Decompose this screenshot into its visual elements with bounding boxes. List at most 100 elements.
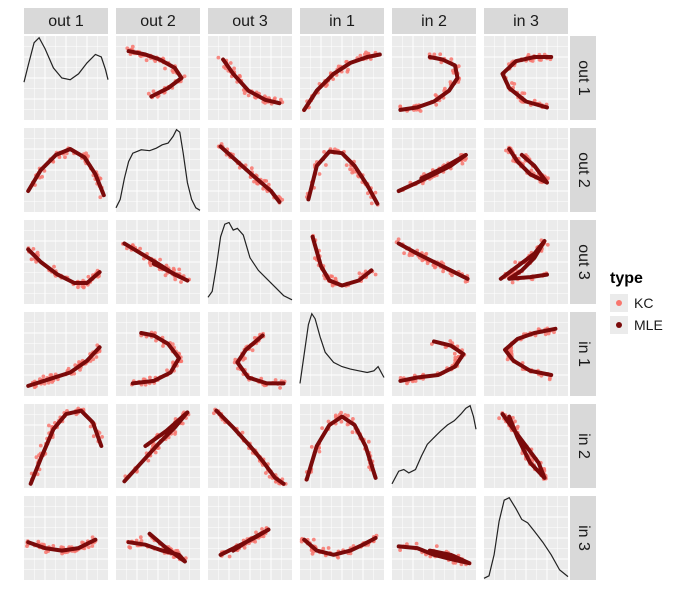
mle-curve [302, 52, 382, 112]
kc-point [396, 237, 401, 242]
mle-curve [500, 412, 547, 480]
panel [208, 404, 292, 488]
kc-point [350, 430, 355, 435]
kc-point [510, 280, 515, 285]
kc-point [91, 434, 96, 439]
kc-point [434, 544, 439, 548]
kc-point [402, 251, 406, 256]
kc-point [170, 342, 175, 347]
mle-curve [235, 333, 286, 386]
legend-title: type [610, 270, 643, 287]
kc-point [430, 342, 434, 346]
kc-point [336, 64, 341, 69]
mle-curve [130, 331, 181, 386]
kc-point [158, 257, 163, 262]
mle-curve [396, 241, 470, 281]
mle-curve [306, 149, 380, 206]
kc-point [333, 276, 338, 281]
panel [392, 496, 476, 580]
kc-point [267, 474, 272, 479]
kc-point [309, 445, 314, 449]
kc-point [398, 548, 402, 552]
legend: type KC MLE [610, 270, 690, 336]
kc-point [179, 359, 184, 364]
strip-label-right: out 1 [575, 60, 592, 96]
panel [208, 128, 292, 212]
kc-point [266, 182, 271, 187]
kc-point [212, 411, 216, 416]
mle-curve [398, 55, 460, 112]
strip-label-top: in 3 [513, 13, 539, 30]
kc-point [448, 339, 453, 343]
kc-point [326, 546, 331, 550]
kc-point [52, 264, 56, 269]
mle-curve [507, 147, 549, 185]
kc-point [227, 554, 232, 559]
legend-label-mle: MLE [634, 317, 663, 333]
strip-right-2 [570, 220, 596, 304]
kc-point [324, 163, 328, 167]
panel [115, 128, 201, 212]
kc-point [170, 68, 175, 73]
kc-point [163, 66, 167, 71]
kc-point [414, 541, 419, 546]
panel [207, 220, 293, 304]
kc-point [432, 52, 437, 57]
kc-point [78, 368, 82, 372]
kc-point [232, 66, 237, 71]
kc-point [222, 65, 226, 69]
panel [116, 404, 200, 488]
kc-point [35, 250, 40, 255]
kc-point [322, 150, 326, 154]
mle-curve [126, 531, 187, 564]
kc-point [138, 246, 143, 251]
kc-point [369, 201, 374, 206]
strip-label-right: out 3 [575, 244, 592, 280]
strip-top-5 [484, 8, 568, 34]
strip-top-4 [392, 8, 476, 34]
kc-point [317, 172, 322, 176]
mle-curve [398, 339, 466, 383]
panel [300, 220, 384, 304]
mle-curve [26, 247, 102, 285]
kc-point [424, 251, 429, 256]
kc-point [452, 351, 457, 356]
kc-point [130, 44, 135, 49]
strip-label-top: in 2 [421, 13, 447, 30]
kc-point [260, 527, 264, 531]
kc-point [151, 89, 156, 94]
kc-point [320, 426, 324, 430]
kc-point [60, 551, 64, 556]
legend-key-kc [610, 294, 628, 312]
panel [484, 220, 568, 304]
kc-point [146, 91, 151, 96]
strip-label-top: out 1 [48, 13, 84, 30]
kc-point [264, 471, 268, 475]
mle-curve [218, 527, 271, 557]
mle-curve [396, 544, 472, 566]
panel [116, 220, 200, 304]
kc-point [460, 161, 465, 166]
kc-point [539, 58, 543, 62]
density-curve [483, 496, 569, 579]
legend-item-kc: KC [610, 292, 690, 314]
kc-point [86, 274, 91, 279]
density-curve [23, 36, 109, 83]
strip-right-4 [570, 404, 596, 488]
kc-point [348, 167, 352, 172]
kc-point [173, 277, 178, 282]
strip-label-top: out 2 [140, 13, 176, 30]
kc-point [278, 386, 282, 390]
kc-point [29, 257, 34, 262]
kc-point [366, 439, 371, 444]
panel [392, 128, 476, 212]
panel [299, 312, 385, 396]
panel [23, 36, 109, 120]
kc-point [249, 166, 254, 171]
kc-point [250, 348, 255, 353]
kc-point [345, 69, 350, 74]
kc-point [520, 91, 525, 95]
kc-point [216, 55, 221, 60]
panel [24, 312, 108, 396]
kc-point [179, 280, 183, 284]
